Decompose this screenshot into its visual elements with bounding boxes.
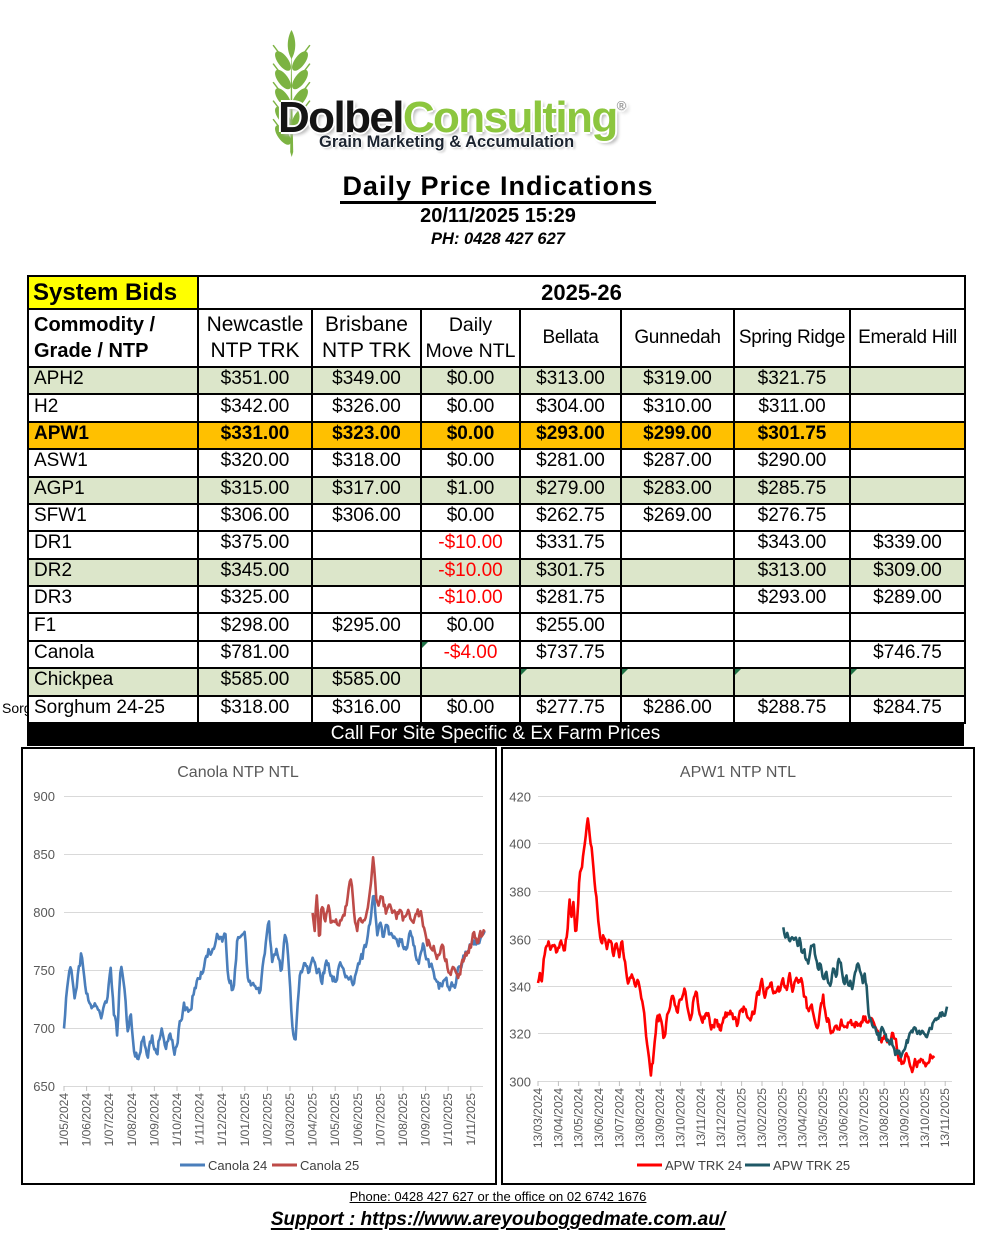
svg-text:13/07/2024: 13/07/2024	[612, 1088, 626, 1148]
svg-text:1/12/2024: 1/12/2024	[215, 1093, 229, 1147]
svg-text:650: 650	[33, 1079, 55, 1094]
svg-text:1/11/2025: 1/11/2025	[464, 1093, 478, 1146]
svg-text:1/02/2025: 1/02/2025	[260, 1093, 274, 1147]
svg-text:13/10/2024: 13/10/2024	[674, 1088, 688, 1148]
svg-text:APW1 NTP NTL: APW1 NTP NTL	[680, 764, 796, 781]
svg-text:1/06/2025: 1/06/2025	[351, 1093, 365, 1147]
svg-text:700: 700	[33, 1021, 55, 1036]
svg-text:13/03/2025: 13/03/2025	[775, 1088, 789, 1148]
svg-text:APW TRK 24: APW TRK 24	[665, 1158, 742, 1173]
svg-text:1/05/2025: 1/05/2025	[328, 1093, 342, 1147]
svg-text:1/09/2025: 1/09/2025	[419, 1093, 433, 1147]
svg-text:13/02/2025: 13/02/2025	[755, 1088, 769, 1148]
svg-text:Canola 25: Canola 25	[300, 1158, 359, 1173]
svg-text:340: 340	[509, 980, 531, 995]
svg-text:1/01/2025: 1/01/2025	[238, 1093, 252, 1147]
svg-text:1/06/2024: 1/06/2024	[80, 1093, 94, 1147]
svg-text:1/08/2024: 1/08/2024	[125, 1093, 139, 1147]
svg-text:13/05/2025: 13/05/2025	[816, 1088, 830, 1148]
svg-text:APW TRK 25: APW TRK 25	[773, 1158, 850, 1173]
svg-text:380: 380	[509, 885, 531, 900]
svg-text:13/09/2024: 13/09/2024	[653, 1088, 667, 1148]
svg-text:Canola 24: Canola 24	[208, 1158, 267, 1173]
svg-text:850: 850	[33, 847, 55, 862]
svg-text:13/07/2025: 13/07/2025	[857, 1088, 871, 1148]
svg-text:1/03/2025: 1/03/2025	[283, 1093, 297, 1147]
svg-text:1/05/2024: 1/05/2024	[57, 1093, 71, 1147]
svg-text:13/11/2024: 13/11/2024	[694, 1088, 708, 1147]
svg-text:1/10/2025: 1/10/2025	[441, 1093, 455, 1147]
svg-text:320: 320	[509, 1027, 531, 1042]
svg-text:900: 900	[33, 789, 55, 804]
svg-text:13/03/2024: 13/03/2024	[531, 1088, 545, 1148]
svg-text:Canola NTP NTL: Canola NTP NTL	[177, 764, 299, 781]
svg-text:800: 800	[33, 905, 55, 920]
svg-text:300: 300	[509, 1075, 531, 1090]
svg-text:13/11/2025: 13/11/2025	[938, 1088, 952, 1147]
svg-text:1/04/2025: 1/04/2025	[306, 1093, 320, 1147]
svg-text:1/07/2025: 1/07/2025	[373, 1093, 387, 1147]
svg-text:1/11/2024: 1/11/2024	[193, 1093, 207, 1146]
svg-text:13/09/2025: 13/09/2025	[898, 1088, 912, 1148]
svg-text:13/01/2025: 13/01/2025	[735, 1088, 749, 1148]
svg-text:13/12/2024: 13/12/2024	[714, 1088, 728, 1148]
svg-text:1/10/2024: 1/10/2024	[170, 1093, 184, 1147]
svg-text:420: 420	[509, 790, 531, 805]
svg-text:1/09/2024: 1/09/2024	[147, 1093, 161, 1147]
svg-text:13/05/2024: 13/05/2024	[572, 1088, 586, 1148]
svg-text:13/06/2025: 13/06/2025	[836, 1088, 850, 1148]
svg-text:13/04/2025: 13/04/2025	[796, 1088, 810, 1148]
svg-text:13/06/2024: 13/06/2024	[592, 1088, 606, 1148]
svg-text:13/08/2024: 13/08/2024	[633, 1088, 647, 1148]
svg-text:13/04/2024: 13/04/2024	[551, 1088, 565, 1148]
svg-text:1/07/2024: 1/07/2024	[102, 1093, 116, 1147]
svg-text:750: 750	[33, 963, 55, 978]
svg-text:360: 360	[509, 933, 531, 948]
svg-text:400: 400	[509, 837, 531, 852]
svg-text:1/08/2025: 1/08/2025	[396, 1093, 410, 1147]
svg-text:13/10/2025: 13/10/2025	[918, 1088, 932, 1148]
svg-text:13/08/2025: 13/08/2025	[877, 1088, 891, 1148]
